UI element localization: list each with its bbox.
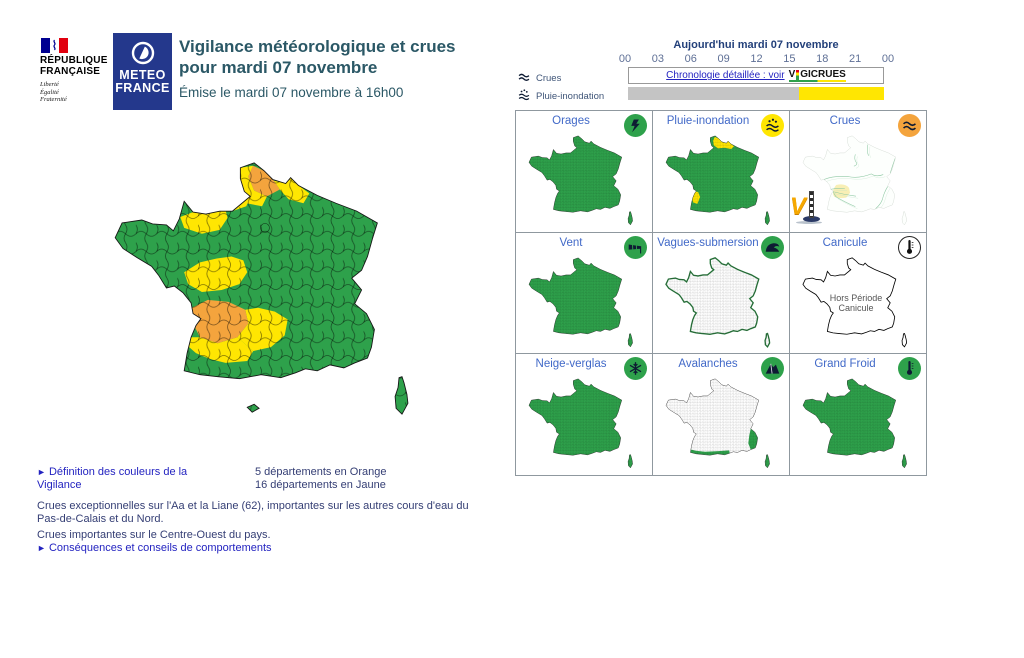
panel-title-canicule: Canicule (822, 236, 868, 249)
panel-pluie-inondation[interactable]: Pluie-inondation (653, 111, 789, 232)
department-counts: 5 départements en Orange 16 départements… (255, 466, 386, 491)
hour-tick-label: 15 (783, 53, 796, 65)
windsock-icon (624, 235, 647, 259)
panel-title-vent: Vent (559, 236, 583, 249)
hour-tick-label: 06 (684, 53, 697, 65)
mountain-icon (761, 357, 784, 381)
panel-canicule[interactable]: Canicule Hors Période Canicule (790, 232, 926, 354)
chronologie-detaillee-link[interactable]: Chronologie détaillée : voir (666, 70, 785, 81)
page-title-line2: pour mardi 07 novembre (179, 58, 378, 77)
hour-tick-label: 00 (618, 53, 632, 65)
timeline-title: Aujourd'hui mardi 07 novembre (673, 39, 839, 51)
panel-vent[interactable]: Vent (516, 232, 652, 354)
mf-text-line2: FRANCE (115, 81, 170, 95)
vigicrues-logo[interactable]: V GICRUES (788, 69, 846, 82)
marianne-icon (53, 39, 56, 51)
hour-tick-label: 18 (816, 53, 829, 65)
cold-thermometer-icon (898, 357, 921, 381)
french-flag-icon (41, 38, 68, 53)
hour-tick-label: 21 (849, 53, 862, 65)
panel-grand-froid[interactable]: Grand Froid (790, 354, 926, 475)
jaune-count: 16 départements en Jaune (255, 478, 386, 491)
panel-avalanches[interactable]: Avalanches (653, 354, 789, 475)
definition-couleurs-link[interactable]: ► Définition des couleurs de la Vigilanc… (37, 466, 188, 491)
bulletin-crues-importantes: Crues importantes sur le Centre-Ouest du… (37, 529, 271, 541)
bulletin-crues-exceptionnelles: Crues exceptionnelles sur l'Aa et la Lia… (37, 500, 469, 525)
crues-waves-icon (517, 70, 531, 87)
vigicrues-gauge-logo: V (790, 191, 824, 231)
pluie-yellow-segment (799, 87, 884, 100)
canicule-mini-map (802, 254, 910, 351)
pluie-inondation-mini-map (665, 132, 773, 229)
legend-label-crues: Crues (536, 73, 562, 84)
hour-tick-label: 00 (881, 53, 895, 65)
snowflake-icon (624, 357, 647, 381)
rf-motto: Liberté Égalité Fraternité (40, 81, 67, 103)
mf-text-line1: METEO (119, 68, 166, 82)
consequences-conseils-link[interactable]: ► Conséquences et conseils de comporteme… (37, 542, 272, 554)
rain-flood-icon (517, 88, 531, 105)
panel-title-pluie-inondation: Pluie-inondation (666, 115, 750, 127)
hazard-panel-grid: Orages Pluie-inondation Crues V Vent Vagu… (515, 110, 927, 476)
timeline-hours: 00 03 06 09 12 15 18 21 00 (616, 53, 897, 65)
flood-waves-icon (898, 114, 921, 137)
republique-francaise-logo: RÉPUBLIQUE FRANÇAISE Liberté Égalité Fra… (40, 38, 112, 104)
france-vigilance-map[interactable] (113, 152, 417, 426)
avalanches-mini-map (665, 375, 773, 472)
page-subtitle: Émise le mardi 07 novembre à 16h00 (179, 85, 404, 100)
legend-label-pluie-inondation: Pluie-inondation (536, 91, 605, 102)
wave-icon (761, 235, 784, 259)
crues-timeline-bar: Chronologie détaillée : voir V GICRUES (628, 67, 884, 84)
crues-mini-map (802, 132, 910, 229)
panel-title-crues: Crues (829, 115, 861, 127)
panel-title-grand-froid: Grand Froid (814, 358, 876, 371)
arrow-icon: ► (37, 467, 46, 477)
panel-vagues-submersion[interactable]: Vagues-submersion (653, 232, 789, 354)
page-title-line1: Vigilance météorologique et crues (179, 37, 456, 56)
legend-row-crues: Crues (517, 70, 561, 87)
panel-orages[interactable]: Orages (516, 111, 652, 232)
vagues-submersion-mini-map (665, 254, 773, 351)
vigicrues-gauge-icon (796, 69, 800, 80)
arrow-icon: ► (37, 543, 46, 553)
neige-verglas-mini-map (528, 375, 636, 472)
panel-neige-verglas[interactable]: Neige-verglas (516, 354, 652, 475)
orages-mini-map (528, 132, 636, 229)
meteo-france-logo: METEO FRANCE (113, 33, 172, 110)
panel-title-avalanches: Avalanches (678, 358, 738, 371)
rain-flood-icon (761, 114, 784, 137)
grand-froid-mini-map (802, 375, 910, 472)
panel-title-vagues-submersion: Vagues-submersion (657, 236, 759, 249)
hour-tick-label: 12 (750, 53, 763, 65)
rf-name-line2: FRANÇAISE (40, 65, 101, 77)
rf-name-line1: RÉPUBLIQUE (40, 55, 108, 66)
panel-crues[interactable]: Crues V (790, 111, 926, 232)
panel-title-orages: Orages (552, 115, 590, 127)
pluie-inondation-timeline-bar (628, 87, 884, 100)
legend-row-pluie-inondation: Pluie-inondation (517, 88, 604, 105)
orange-count: 5 départements en Orange (255, 466, 387, 478)
thermometer-icon (898, 235, 921, 259)
hour-tick-label: 03 (651, 53, 664, 65)
thunderstorm-icon (624, 114, 647, 137)
panel-title-neige-verglas: Neige-verglas (535, 358, 607, 371)
hour-tick-label: 09 (717, 53, 730, 65)
hors-periode-note: Hors Période Canicule (829, 292, 883, 314)
vent-mini-map (528, 254, 636, 351)
meteo-france-circle-icon (131, 41, 154, 65)
